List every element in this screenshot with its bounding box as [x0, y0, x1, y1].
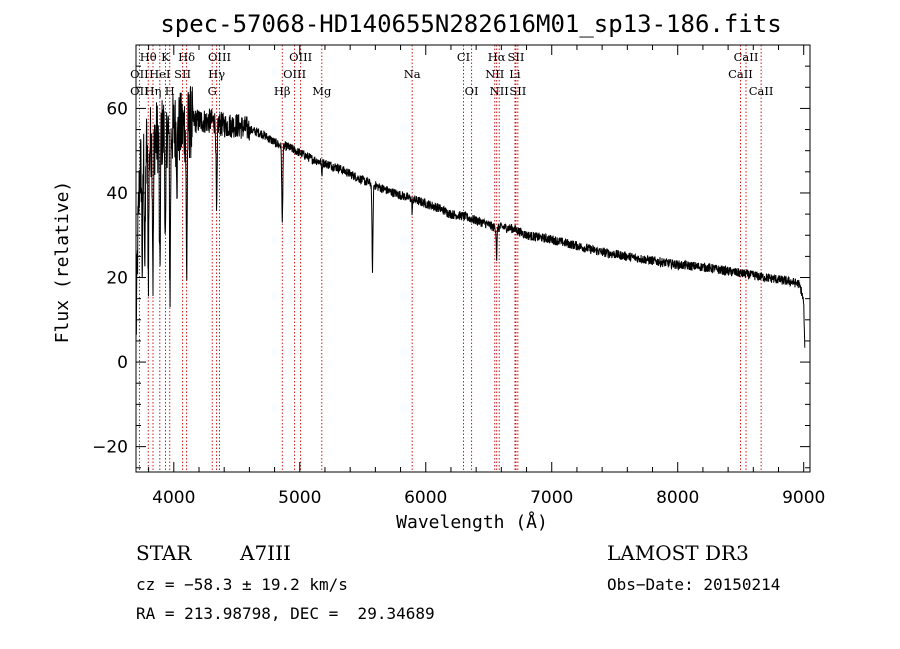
plot-frame — [135, 44, 811, 473]
spectrum-line — [135, 86, 806, 348]
axis-ticks — [136, 44, 810, 472]
spectrum-chart: spec-57068-HD140655N282616M01_sp13-186.f… — [52, 10, 825, 533]
y-axis-label: Flux (relative) — [52, 181, 73, 344]
y-tick-label: −20 — [92, 438, 128, 458]
spectral-line-label: H — [165, 84, 175, 98]
x-tick-label: 6000 — [404, 488, 447, 508]
x-tick-label: 9000 — [782, 488, 825, 508]
spectral-line-label: G — [208, 84, 217, 98]
spectral-line-label: Na — [404, 67, 421, 81]
y-tick-label: 60 — [106, 99, 128, 119]
spectral-line-label: Hγ — [208, 67, 225, 81]
y-tick-label: 0 — [117, 353, 128, 373]
x-tick-label: 5000 — [278, 488, 321, 508]
spectral-line-label: Li — [509, 67, 521, 81]
object-type: STAR — [136, 541, 192, 565]
spectral-line-label: K — [161, 50, 170, 64]
spectral-line-label: CaII — [749, 84, 774, 98]
spectral-line-label: OII — [130, 67, 149, 81]
spectral-line-label: OI — [465, 84, 479, 98]
spectral-line-label: OIII — [283, 67, 306, 81]
y-tick-label: 20 — [106, 269, 128, 289]
object-subclass: A7III — [240, 541, 291, 565]
spectral-line-markers — [138, 45, 762, 472]
spectral-line-label: Hη — [145, 84, 162, 98]
spectral-line-label: HeI — [149, 67, 170, 81]
x-tick-label: 7000 — [530, 488, 573, 508]
spectral-line-label: OIII — [208, 50, 231, 64]
spectral-line-label: CaII — [728, 67, 753, 81]
redshift-cz: cz = −58.3 ± 19.2 km/s — [136, 575, 348, 594]
spectral-line-label: NII — [485, 67, 504, 81]
spectral-line-label: SII — [174, 67, 191, 81]
chart-title: spec-57068-HD140655N282616M01_sp13-186.f… — [160, 10, 781, 38]
spectral-line-label: Hθ — [140, 50, 157, 64]
spectral-line-label: OII — [130, 84, 149, 98]
spectral-line-label: SII — [507, 50, 524, 64]
spectral-line-label: OIII — [289, 50, 312, 64]
spectral-line-label: CI — [457, 50, 470, 64]
y-tick-label: 40 — [106, 184, 128, 204]
x-tick-label: 8000 — [656, 488, 699, 508]
spectral-line-label: SII — [509, 84, 526, 98]
x-tick-label: 4000 — [152, 488, 195, 508]
coordinates: RA = 213.98798, DEC = 29.34689 — [136, 604, 435, 623]
spectral-line-label: Hδ — [178, 50, 195, 64]
survey-name: LAMOST DR3 — [607, 541, 749, 565]
spectral-line-label: Mg — [312, 84, 332, 98]
spectral-line-label: Hβ — [274, 84, 291, 98]
spectral-line-label: CaII — [734, 50, 759, 64]
axis-tick-labels: 4000 5000 6000 7000 8000 9000 −20 0 20 40 60 — [92, 99, 825, 508]
observation-date: Obs−Date: 20150214 — [607, 575, 781, 594]
x-axis-label: Wavelength (Å) — [396, 511, 548, 533]
spectral-line-label: Hα — [488, 50, 506, 64]
spectral-line-label: NII — [490, 84, 509, 98]
